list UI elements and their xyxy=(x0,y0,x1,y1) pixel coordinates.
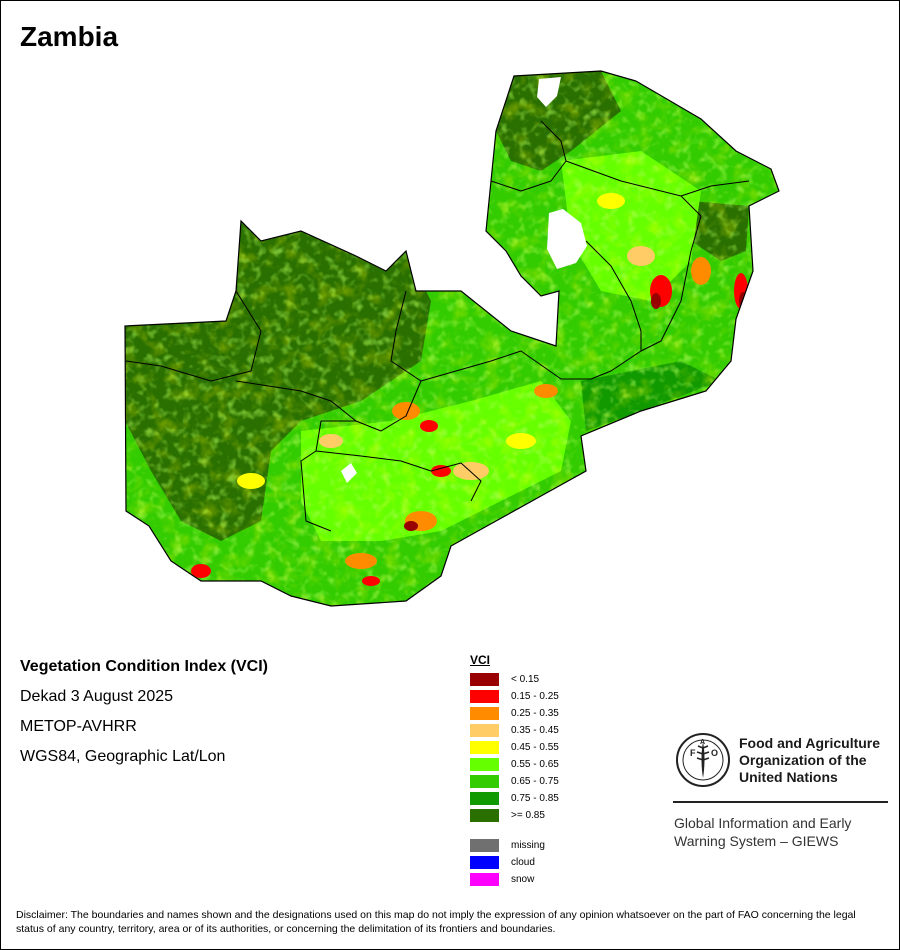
legend-classes: < 0.15 0.15 - 0.25 0.25 - 0.35 0.35 - 0.… xyxy=(470,671,559,824)
vci-legend: VCI < 0.15 0.15 - 0.25 0.25 - 0.35 0.35 … xyxy=(470,653,559,888)
fao-emblem-icon: F A O xyxy=(676,733,730,787)
legend-item: cloud xyxy=(470,854,559,871)
legend-swatch xyxy=(470,792,499,805)
fao-name-line: United Nations xyxy=(739,769,838,785)
legend-swatch xyxy=(470,809,499,822)
fao-name-line: Food and Agriculture xyxy=(739,735,881,751)
giews-line: Global Information and Early xyxy=(674,815,852,831)
legend-label: 0.65 - 0.75 xyxy=(511,776,559,787)
legend-label: 0.75 - 0.85 xyxy=(511,793,559,804)
disclaimer-text: Disclaimer: The boundaries and names sho… xyxy=(16,909,856,935)
legend-label: missing xyxy=(511,840,545,851)
legend-item: < 0.15 xyxy=(470,671,559,688)
fao-letter-o: O xyxy=(711,748,718,758)
index-heading: Vegetation Condition Index (VCI) xyxy=(20,658,268,675)
legend-item: missing xyxy=(470,837,559,854)
legend-swatch xyxy=(470,724,499,737)
fao-name-line: Organization of the xyxy=(739,752,867,768)
legend-label: 0.55 - 0.65 xyxy=(511,759,559,770)
legend-label: snow xyxy=(511,874,535,885)
province-boundaries xyxy=(125,120,750,532)
legend-label: 0.25 - 0.35 xyxy=(511,708,559,719)
giews-line: Warning System – GIEWS xyxy=(674,833,839,849)
legend-item: snow xyxy=(470,871,559,888)
legend-item: 0.65 - 0.75 xyxy=(470,773,559,790)
legend-extra-classes: missing cloud snow xyxy=(470,837,559,888)
legend-spacer xyxy=(470,824,559,837)
legend-label: cloud xyxy=(511,857,535,868)
map-info-block: Vegetation Condition Index (VCI) Dekad 3… xyxy=(20,657,268,777)
map-title: Zambia xyxy=(20,21,119,52)
legend-swatch xyxy=(470,839,499,852)
kafue-flats xyxy=(341,463,357,483)
sensor-label: METOP-AVHRR xyxy=(20,718,137,735)
lake-bangweulu xyxy=(547,209,587,269)
zambia-vci-map xyxy=(124,70,780,607)
logo-divider xyxy=(673,801,888,803)
legend-swatch xyxy=(470,741,499,754)
legend-label: 0.45 - 0.55 xyxy=(511,742,559,753)
legend-label: < 0.15 xyxy=(511,674,540,685)
vci-stress-patches xyxy=(191,193,748,586)
vci-texture-yellow xyxy=(125,71,779,606)
lake-mweru xyxy=(537,77,561,107)
legend-item: >= 0.85 xyxy=(470,807,559,824)
legend-swatch xyxy=(470,707,499,720)
legend-item: 0.55 - 0.65 xyxy=(470,756,559,773)
legend-swatch xyxy=(470,873,499,886)
legend-swatch xyxy=(470,775,499,788)
legend-label: >= 0.85 xyxy=(511,810,545,821)
legend-label: 0.35 - 0.45 xyxy=(511,725,559,736)
fao-letter-f: F xyxy=(690,748,696,758)
fao-letter-a: A xyxy=(700,739,705,746)
giews-name: Global Information and Early Warning Sys… xyxy=(674,814,851,850)
legend-item: 0.25 - 0.35 xyxy=(470,705,559,722)
legend-title: VCI xyxy=(470,653,491,667)
legend-item: 0.75 - 0.85 xyxy=(470,790,559,807)
legend-swatch xyxy=(470,856,499,869)
legend-swatch xyxy=(470,758,499,771)
legend-item: 0.15 - 0.25 xyxy=(470,688,559,705)
legend-item: 0.45 - 0.55 xyxy=(470,739,559,756)
period-label: Dekad 3 August 2025 xyxy=(20,688,174,705)
zambia-border xyxy=(124,70,780,607)
legend-item: 0.35 - 0.45 xyxy=(470,722,559,739)
fao-name: Food and Agriculture Organization of the… xyxy=(739,735,880,786)
legend-swatch xyxy=(470,690,499,703)
projection-label: WGS84, Geographic Lat/Lon xyxy=(20,748,226,765)
legend-swatch xyxy=(470,673,499,686)
legend-label: 0.15 - 0.25 xyxy=(511,691,559,702)
